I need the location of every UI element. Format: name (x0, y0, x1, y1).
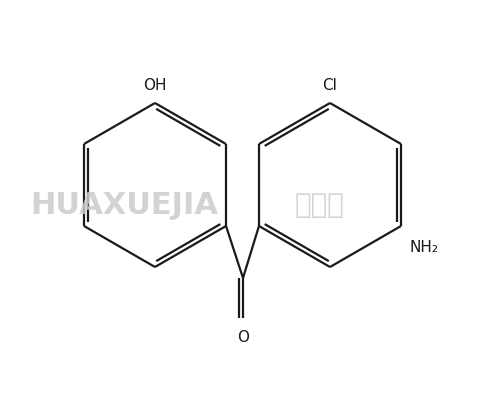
Text: HUAXUEJIA: HUAXUEJIA (30, 190, 218, 220)
Text: NH₂: NH₂ (409, 240, 438, 255)
Text: Cl: Cl (322, 78, 337, 93)
Text: OH: OH (143, 78, 167, 93)
Text: O: O (237, 330, 249, 345)
Text: 化学加: 化学加 (295, 191, 345, 219)
